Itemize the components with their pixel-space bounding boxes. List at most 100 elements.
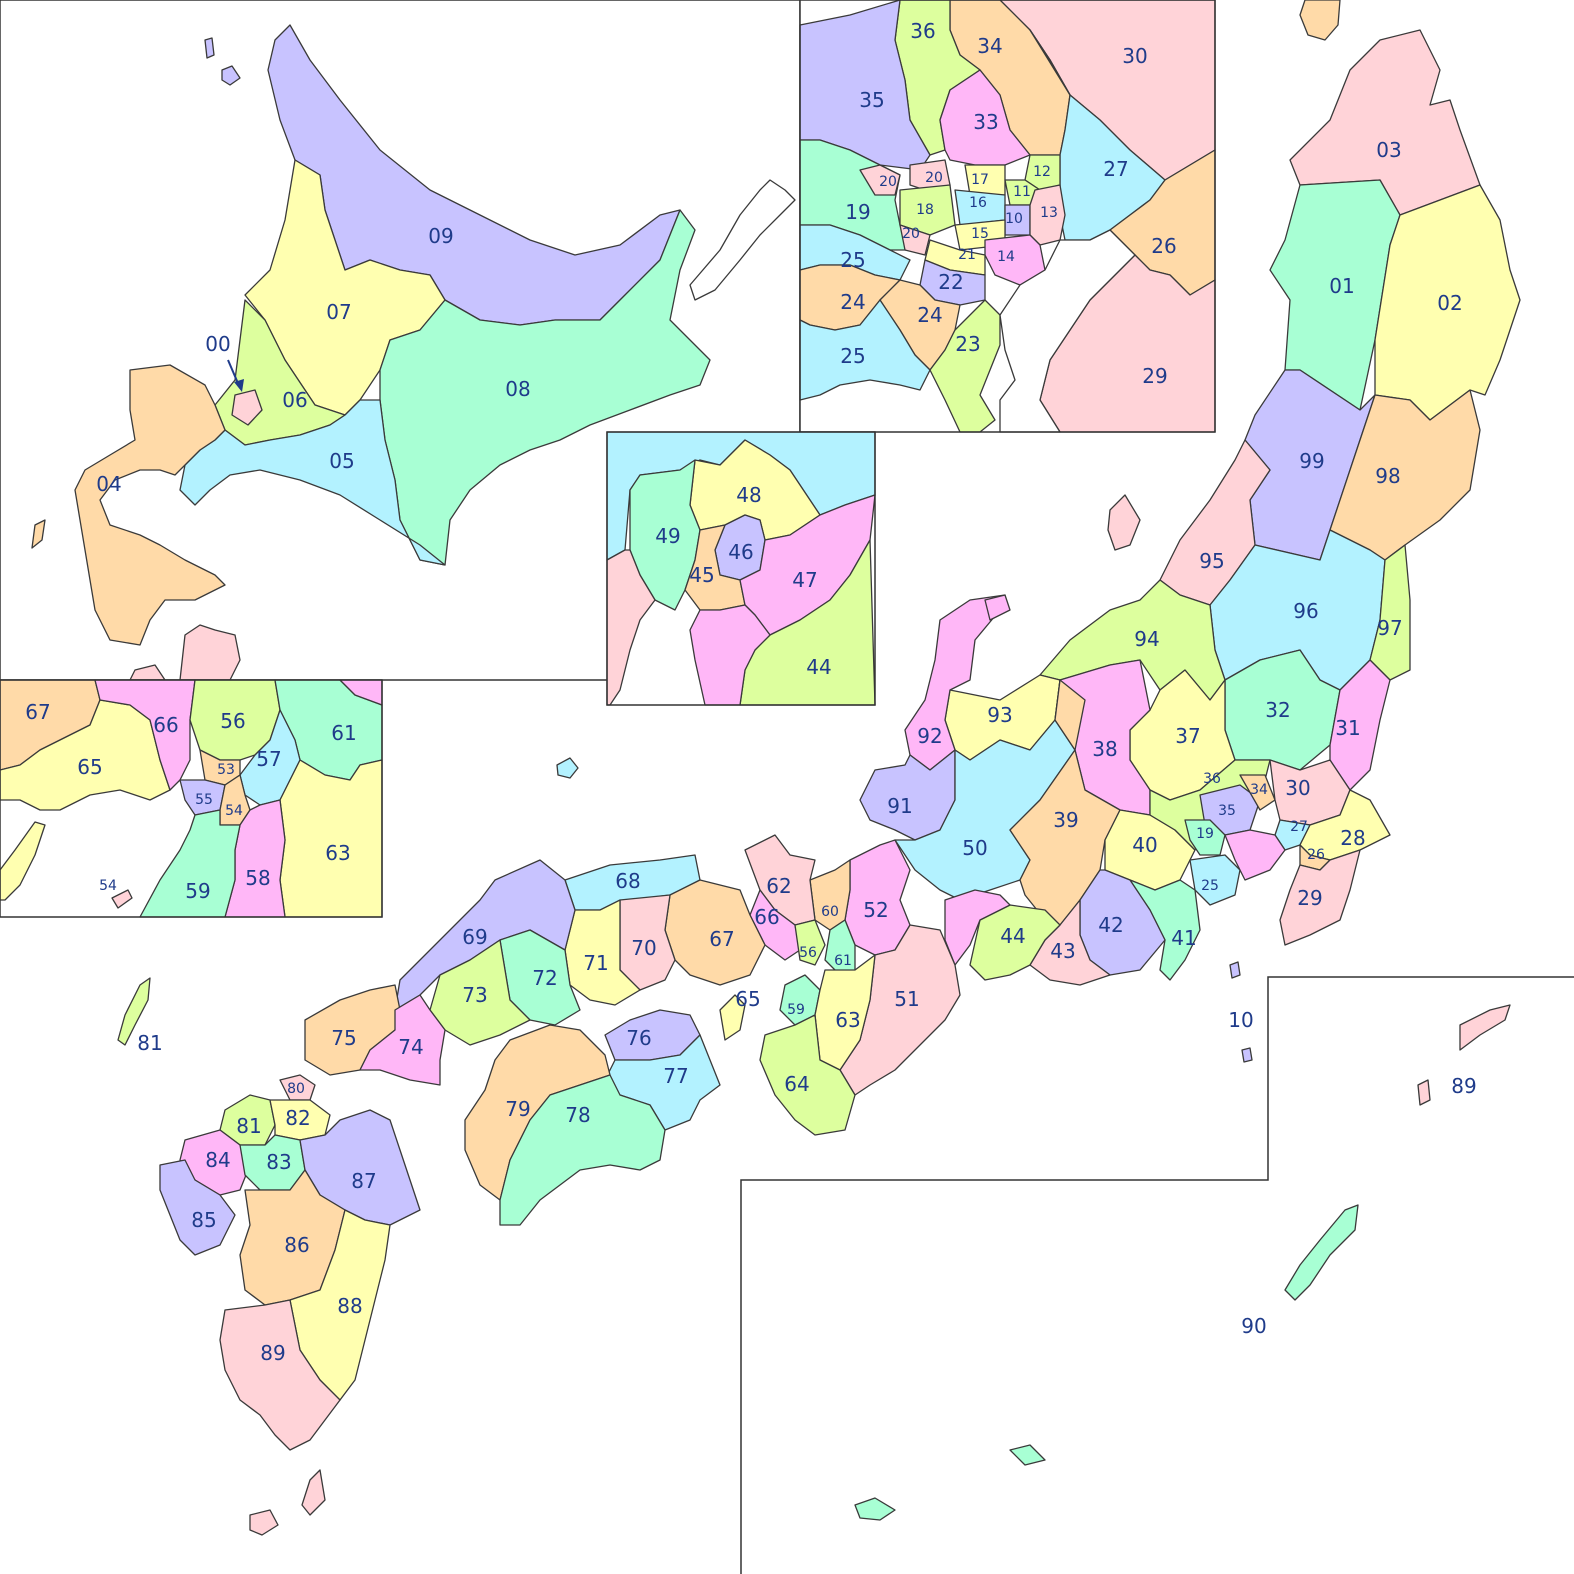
label-00: 00 (205, 332, 230, 356)
label-09: 09 (428, 224, 453, 248)
label-98: 98 (1375, 464, 1400, 488)
region-68-island[interactable] (556, 757, 579, 779)
label-osaka-58: 58 (245, 866, 270, 890)
label-62: 62 (766, 874, 791, 898)
region-osaka-island[interactable] (0, 821, 46, 901)
region-95-island[interactable] (1107, 494, 1141, 551)
region-88[interactable] (289, 1209, 391, 1401)
label-kanto-24a: 24 (840, 290, 865, 314)
region-kanto-core[interactable] (1224, 829, 1286, 881)
region-89-island[interactable] (1459, 1004, 1511, 1051)
region-18-inset[interactable] (899, 184, 956, 236)
label-osaka-67: 67 (25, 700, 50, 724)
region-59-inset[interactable] (139, 809, 241, 918)
region-80[interactable] (279, 1074, 316, 1101)
label-59: 59 (787, 1002, 805, 1018)
label-kanto-25b: 25 (840, 344, 865, 368)
region-89[interactable] (219, 1299, 341, 1451)
region-64[interactable] (759, 1014, 856, 1136)
region-90[interactable] (1284, 1204, 1359, 1301)
region-00[interactable] (231, 389, 263, 426)
label-osaka-63: 63 (325, 841, 350, 865)
region-89-island-3[interactable] (249, 1509, 279, 1536)
region-31[interactable] (1329, 659, 1391, 791)
region-04[interactable] (74, 364, 226, 646)
label-47: 47 (792, 568, 817, 592)
region-63[interactable] (814, 954, 876, 1071)
region-85[interactable] (159, 1159, 236, 1256)
label-43: 43 (1050, 939, 1075, 963)
label-97: 97 (1377, 616, 1402, 640)
region-89-island-2[interactable] (1417, 1079, 1431, 1106)
label-osaka-53: 53 (217, 762, 235, 778)
region-45-lower[interactable] (689, 604, 771, 706)
region-81-island[interactable] (117, 977, 151, 1046)
region-09-island[interactable] (204, 37, 215, 59)
region-65[interactable] (719, 994, 746, 1041)
label-19: 19 (1196, 826, 1214, 842)
label-kanto-35: 35 (859, 88, 884, 112)
main-map (117, 0, 1521, 1536)
region-78[interactable] (499, 1074, 666, 1226)
label-02: 02 (1437, 291, 1462, 315)
region-90-island-2[interactable] (854, 1497, 896, 1521)
region-56[interactable] (794, 919, 826, 966)
region-44[interactable] (969, 904, 1061, 981)
label-kanto-34: 34 (977, 34, 1002, 58)
region-10-island-2[interactable] (1241, 1047, 1253, 1063)
kuril-outline (689, 179, 796, 301)
region-04-island[interactable] (31, 519, 46, 549)
label-73: 73 (462, 983, 487, 1007)
region-90-island[interactable] (1009, 1444, 1046, 1466)
label-89-right: 89 (1451, 1074, 1476, 1098)
label-65: 65 (735, 987, 760, 1011)
region-60[interactable] (809, 859, 851, 931)
region-94[interactable] (1039, 579, 1226, 701)
region-19[interactable] (1184, 819, 1226, 856)
label-kanto-20a: 20 (879, 174, 897, 190)
label-36: 36 (1203, 771, 1221, 787)
nagoya-inset (606, 431, 876, 706)
label-00-arrowhead (234, 379, 244, 392)
label-66: 66 (754, 905, 779, 929)
label-70: 70 (631, 936, 656, 960)
region-10-island[interactable] (1229, 961, 1241, 979)
label-32: 32 (1265, 698, 1290, 722)
label-87: 87 (351, 1169, 376, 1193)
region-09-island-2[interactable] (221, 65, 241, 86)
region-89-island-4[interactable] (301, 1469, 326, 1516)
okinawa-inset-frame (740, 976, 1574, 1574)
region-20-inset-3[interactable] (899, 224, 931, 256)
label-kanto-20c: 20 (902, 226, 920, 242)
label-05: 05 (329, 449, 354, 473)
label-osaka-66: 66 (153, 713, 178, 737)
label-96: 96 (1293, 599, 1318, 623)
label-34: 34 (1250, 782, 1268, 798)
label-77: 77 (663, 1064, 688, 1088)
region-74[interactable] (359, 994, 446, 1086)
region-97[interactable] (1369, 544, 1411, 681)
label-42: 42 (1098, 913, 1123, 937)
label-95: 95 (1199, 549, 1224, 573)
label-41: 41 (1171, 926, 1196, 950)
label-08: 08 (505, 377, 530, 401)
label-99: 99 (1299, 449, 1324, 473)
region-13-inset[interactable] (1029, 184, 1066, 246)
label-10: 10 (1228, 1008, 1253, 1032)
region-63-inset[interactable] (279, 759, 383, 918)
region-20-inset[interactable] (859, 164, 901, 196)
region-02[interactable] (1374, 184, 1521, 421)
region-29[interactable] (1279, 849, 1361, 946)
region-05[interactable] (179, 399, 446, 566)
label-46: 46 (728, 540, 753, 564)
label-88: 88 (337, 1294, 362, 1318)
label-84: 84 (205, 1148, 230, 1172)
region-25-inset-2[interactable] (799, 299, 931, 401)
region-54-island[interactable] (111, 889, 133, 909)
region-92-noto[interactable] (984, 594, 1011, 621)
label-kanto-15: 15 (971, 226, 989, 242)
region-hokkaido-tip[interactable] (1299, 0, 1341, 41)
label-kanto-12: 12 (1033, 164, 1051, 180)
label-osaka-57: 57 (256, 747, 281, 771)
label-40: 40 (1132, 833, 1157, 857)
